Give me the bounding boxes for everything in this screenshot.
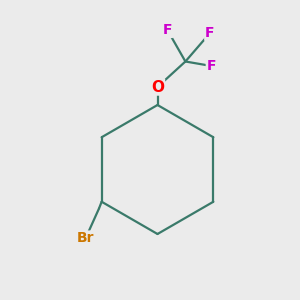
Text: F: F — [205, 26, 215, 40]
Text: Br: Br — [77, 232, 94, 245]
Text: F: F — [207, 59, 216, 73]
Text: O: O — [151, 80, 164, 94]
Text: F: F — [163, 23, 172, 37]
